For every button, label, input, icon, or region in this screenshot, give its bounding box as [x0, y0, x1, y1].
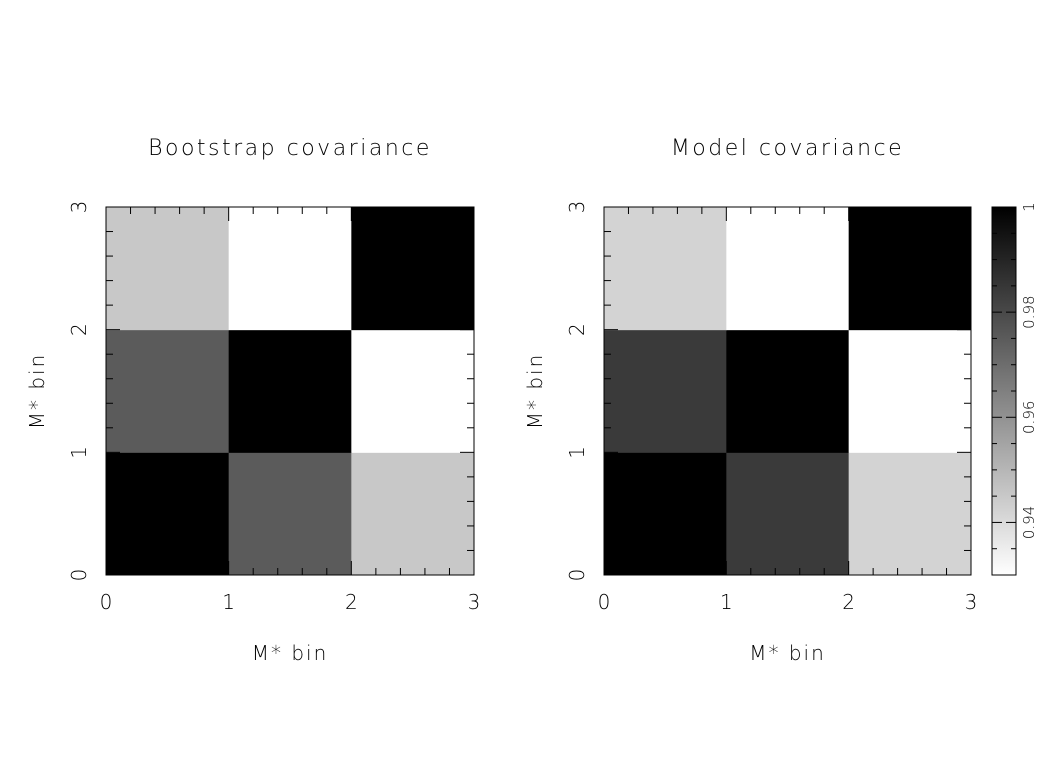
heatmap-cell-r2-c1	[726, 207, 850, 331]
tick-marks	[105, 206, 475, 576]
heatmap-cell-r1-c1	[228, 329, 352, 453]
heatmap-cell-r2-c2	[848, 207, 972, 331]
heatmap-cell-r0-c1	[726, 452, 850, 576]
colorbar: 0.94 0.96 0.98 1	[991, 202, 1038, 576]
y-tick-label-2: 2	[565, 323, 589, 336]
colorbar-tick-label-1: 1	[1020, 202, 1038, 212]
colorbar-tick-label-0.94: 0.94	[1020, 506, 1038, 539]
colorbar-tick-marks	[992, 206, 1016, 576]
x-tick-label-2: 2	[842, 590, 855, 614]
heatmap-cell-r1-c2	[351, 329, 475, 453]
tick-marks	[603, 206, 972, 576]
x-tick-label-3: 3	[468, 590, 481, 614]
chart-title: Bootstrap covariance	[148, 136, 432, 161]
x-axis-label: M* bin	[749, 641, 826, 665]
colorbar-tick-label-0.98: 0.98	[1020, 295, 1038, 328]
y-tick-label-0: 0	[565, 569, 589, 582]
y-tick-label-0: 0	[67, 569, 91, 582]
heatmap-cell-r2-c0	[106, 207, 230, 331]
y-axis-label: M* bin	[25, 353, 49, 430]
heatmap-panel-1: 0 1 2 3 0 1 2 3 Bootstrap covariance M* bin M* bin	[25, 136, 480, 665]
y-tick-label-3: 3	[565, 201, 589, 214]
y-tick-label-2: 2	[67, 323, 91, 336]
heatmap-cell-r2-c0	[604, 207, 727, 331]
y-tick-label-1: 1	[67, 446, 91, 459]
colorbar-tick-label-0.96: 0.96	[1020, 401, 1038, 434]
heatmap-cell-r0-c2	[351, 452, 475, 576]
heatmap-cell-r0-c0	[106, 452, 230, 576]
y-tick-label-1: 1	[565, 446, 589, 459]
x-tick-label-1: 1	[222, 590, 235, 614]
heatmap-cell-r2-c2	[351, 207, 475, 331]
heatmap-cell-r0-c1	[228, 452, 352, 576]
heatmap-cell-r1-c0	[604, 329, 727, 453]
heatmap-cell-r0-c2	[848, 452, 972, 576]
y-axis-label: M* bin	[523, 353, 547, 430]
heatmap-panel-2: 0 1 2 3 0 1 2 3 Model covariance M* bin M* bin	[523, 136, 977, 665]
heatmap-cell-r0-c0	[604, 452, 727, 576]
heatmap-cell-r1-c1	[726, 329, 850, 453]
x-tick-label-0: 0	[598, 590, 611, 614]
x-tick-label-1: 1	[720, 590, 733, 614]
heatmap-cell-r1-c2	[848, 329, 972, 453]
heatmap-cell-r2-c1	[228, 207, 352, 331]
x-tick-label-3: 3	[965, 590, 978, 614]
chart-title: Model covariance	[671, 136, 904, 161]
x-tick-label-0: 0	[100, 590, 113, 614]
plot-frame	[603, 206, 972, 576]
x-tick-label-2: 2	[345, 590, 358, 614]
plot-frame	[105, 206, 475, 576]
y-tick-label-3: 3	[67, 201, 91, 214]
x-axis-label: M* bin	[252, 641, 329, 665]
heatmap-cell-r1-c0	[106, 329, 230, 453]
